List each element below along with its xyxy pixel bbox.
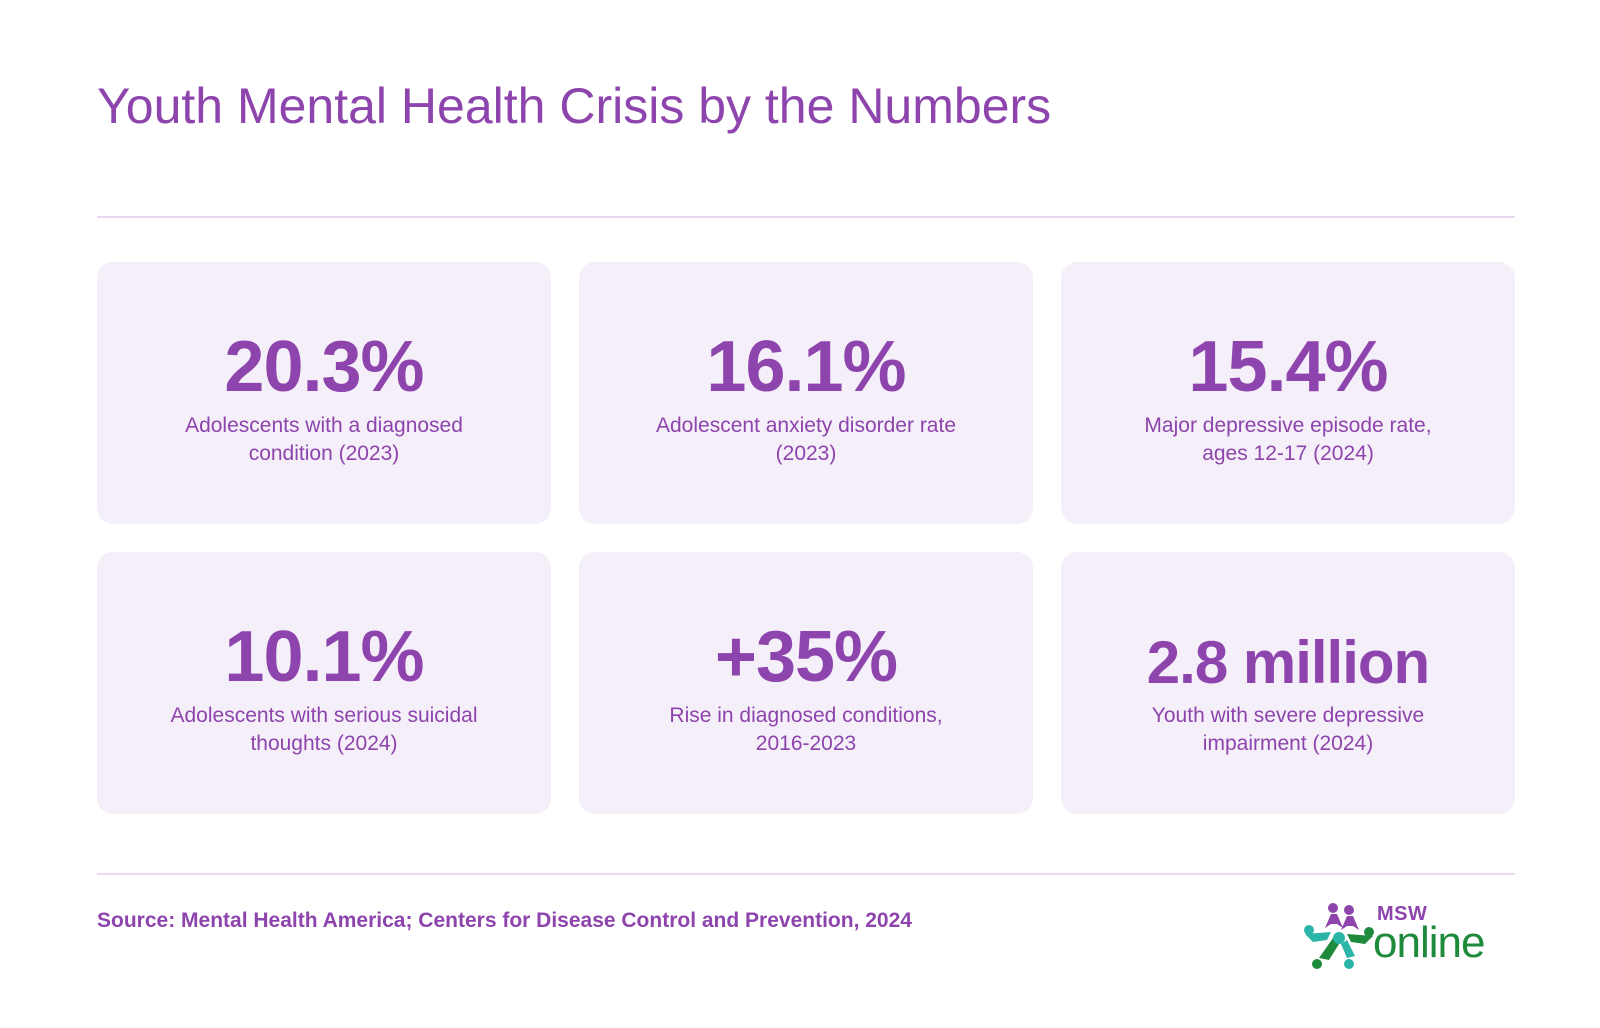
bottom-divider — [97, 873, 1515, 875]
logo-msw-text: MSW — [1377, 903, 1428, 925]
page-title: Youth Mental Health Crisis by the Number… — [97, 78, 1052, 134]
stat-card: 16.1% Adolescent anxiety disorder rate (… — [579, 262, 1033, 524]
stats-grid: 20.3% Adolescents with a diagnosed condi… — [97, 262, 1515, 814]
stat-value: 20.3% — [224, 327, 424, 407]
stat-label: Adolescent anxiety disorder rate (2023) — [656, 414, 956, 465]
stat-value: +35% — [714, 617, 898, 697]
stat-label: Major depressive episode rate, ages 12-1… — [1144, 414, 1432, 465]
stat-card: 2.8 million Youth with severe depressive… — [1061, 552, 1515, 814]
logo-online-text: online — [1373, 918, 1485, 967]
star-people-logo-icon — [1304, 903, 1374, 969]
stat-value: 10.1% — [224, 617, 424, 697]
stat-value: 2.8 million — [1146, 629, 1430, 696]
stat-card: 20.3% Adolescents with a diagnosed condi… — [97, 262, 551, 524]
stat-label: Adolescents with serious suicidal though… — [170, 704, 478, 755]
msw-online-logo: MSW online — [1303, 898, 1517, 972]
top-divider — [97, 216, 1515, 218]
stat-label: Adolescents with a diagnosed condition (… — [185, 414, 463, 465]
stat-card: 15.4% Major depressive episode rate, age… — [1061, 262, 1515, 524]
stat-card: +35% Rise in diagnosed conditions, 2016-… — [579, 552, 1033, 814]
stat-card: 10.1% Adolescents with serious suicidal … — [97, 552, 551, 814]
stat-value: 16.1% — [706, 327, 906, 407]
stat-label: Youth with severe depressive impairment … — [1151, 704, 1425, 755]
stat-value: 15.4% — [1188, 327, 1388, 407]
source-citation: Source: Mental Health America; Centers f… — [97, 909, 912, 932]
stat-label: Rise in diagnosed conditions, 2016-2023 — [669, 704, 943, 755]
